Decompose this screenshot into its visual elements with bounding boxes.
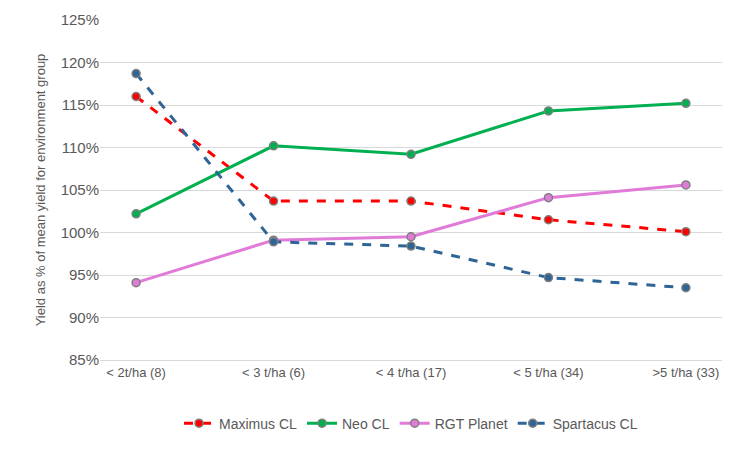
svg-text:85%: 85% [69, 351, 99, 368]
svg-text:110%: 110% [62, 139, 99, 156]
svg-text:95%: 95% [69, 266, 99, 283]
svg-text:90%: 90% [69, 309, 99, 326]
svg-text:Spartacus CL: Spartacus CL [553, 416, 638, 432]
svg-text:125%: 125% [61, 11, 99, 28]
svg-text:RGT Planet: RGT Planet [435, 416, 508, 432]
svg-text:< 5 t/ha (34): < 5 t/ha (34) [513, 365, 583, 380]
svg-text:< 2t/ha (8): < 2t/ha (8) [106, 365, 166, 380]
svg-text:115%: 115% [62, 96, 99, 113]
svg-text:Yield as % of mean yield for e: Yield as % of mean yield for environment… [33, 54, 48, 327]
svg-text:Maximus CL: Maximus CL [219, 416, 297, 432]
svg-text:120%: 120% [61, 54, 99, 71]
svg-text:Neo CL: Neo CL [342, 416, 390, 432]
svg-text:< 4 t/ha (17): < 4 t/ha (17) [376, 365, 446, 380]
svg-text:105%: 105% [61, 181, 99, 198]
svg-text:100%: 100% [61, 224, 99, 241]
svg-text:>5 t/ha (33): >5 t/ha (33) [652, 365, 719, 380]
svg-text:< 3 t/ha (6): < 3 t/ha (6) [242, 365, 305, 380]
